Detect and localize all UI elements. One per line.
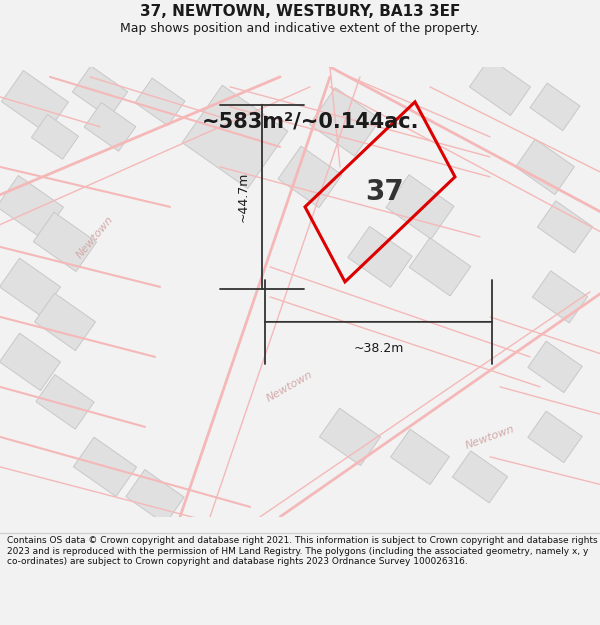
Polygon shape [31, 114, 79, 159]
Polygon shape [36, 374, 94, 429]
Polygon shape [310, 88, 380, 156]
Text: ~583m²/~0.144ac.: ~583m²/~0.144ac. [201, 112, 419, 132]
Polygon shape [391, 429, 449, 484]
Polygon shape [278, 146, 342, 208]
Polygon shape [528, 341, 582, 392]
Polygon shape [2, 71, 68, 133]
Polygon shape [84, 102, 136, 151]
Polygon shape [530, 83, 580, 131]
Polygon shape [386, 175, 454, 239]
Polygon shape [182, 85, 288, 189]
Polygon shape [34, 213, 97, 271]
Polygon shape [409, 238, 471, 296]
Polygon shape [532, 271, 587, 323]
Polygon shape [469, 58, 530, 116]
Polygon shape [126, 469, 184, 524]
Polygon shape [348, 226, 412, 288]
Text: 37, NEWTOWN, WESTBURY, BA13 3EF: 37, NEWTOWN, WESTBURY, BA13 3EF [140, 4, 460, 19]
Polygon shape [34, 293, 95, 351]
Text: ~38.2m: ~38.2m [353, 342, 404, 355]
Text: Newtown: Newtown [265, 369, 315, 404]
Polygon shape [73, 66, 128, 118]
Polygon shape [73, 438, 137, 496]
Polygon shape [515, 139, 574, 194]
Text: Newtown: Newtown [74, 214, 115, 260]
Text: Newtown: Newtown [464, 423, 516, 451]
Polygon shape [135, 78, 185, 126]
Polygon shape [452, 451, 508, 503]
Polygon shape [0, 258, 61, 316]
Polygon shape [0, 176, 64, 238]
Text: Map shows position and indicative extent of the property.: Map shows position and indicative extent… [120, 22, 480, 35]
Text: ~44.7m: ~44.7m [237, 172, 250, 222]
Polygon shape [528, 411, 582, 462]
Polygon shape [0, 333, 61, 391]
Text: Contains OS data © Crown copyright and database right 2021. This information is : Contains OS data © Crown copyright and d… [7, 536, 598, 566]
Polygon shape [319, 408, 380, 466]
Text: 37: 37 [365, 178, 404, 206]
Polygon shape [538, 201, 593, 253]
